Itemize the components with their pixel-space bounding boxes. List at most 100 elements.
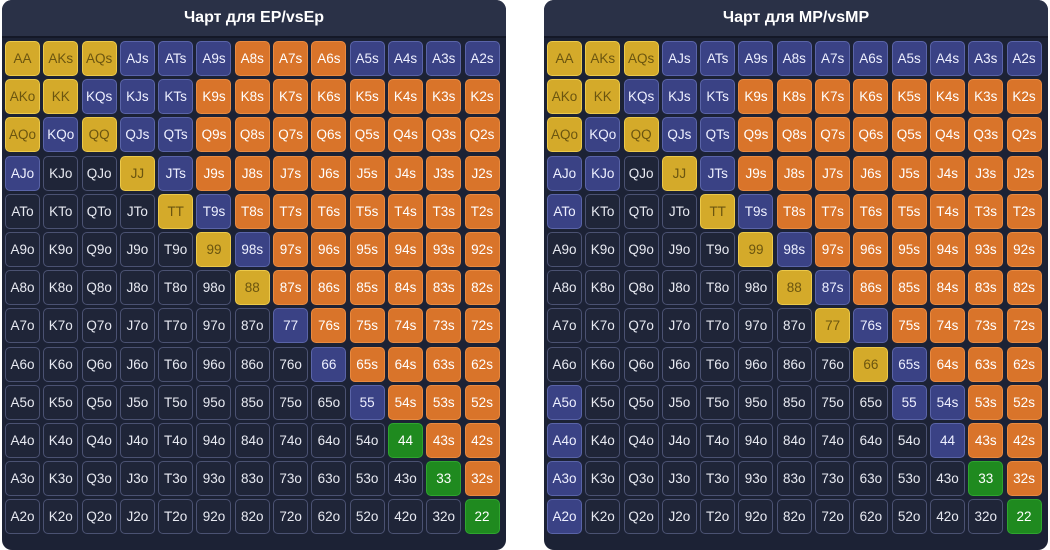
hand-cell-J9o[interactable]: J9o (661, 231, 697, 267)
hand-cell-JJ[interactable]: JJ (661, 155, 697, 191)
hand-cell-93s[interactable]: 93s (968, 231, 1004, 267)
hand-cell-T6o[interactable]: T6o (700, 346, 736, 382)
hand-cell-63s[interactable]: 63s (968, 346, 1004, 382)
hand-cell-K2s[interactable]: K2s (464, 79, 500, 115)
hand-cell-75o[interactable]: 75o (273, 384, 309, 420)
hand-cell-32s[interactable]: 32s (464, 461, 500, 497)
hand-cell-55[interactable]: 55 (349, 384, 385, 420)
hand-cell-J5o[interactable]: J5o (119, 384, 155, 420)
hand-cell-73s[interactable]: 73s (426, 308, 462, 344)
hand-cell-65o[interactable]: 65o (311, 384, 347, 420)
hand-cell-K9s[interactable]: K9s (738, 79, 774, 115)
hand-cell-65o[interactable]: 65o (853, 384, 889, 420)
hand-cell-32s[interactable]: 32s (1006, 461, 1042, 497)
hand-cell-53o[interactable]: 53o (891, 461, 927, 497)
hand-cell-22[interactable]: 22 (464, 499, 500, 535)
hand-cell-43s[interactable]: 43s (426, 422, 462, 458)
hand-cell-J4o[interactable]: J4o (661, 422, 697, 458)
hand-cell-85s[interactable]: 85s (349, 270, 385, 306)
hand-cell-64o[interactable]: 64o (853, 422, 889, 458)
hand-cell-K5s[interactable]: K5s (349, 79, 385, 115)
hand-cell-85s[interactable]: 85s (891, 270, 927, 306)
hand-cell-K5o[interactable]: K5o (43, 384, 79, 420)
hand-cell-QTs[interactable]: QTs (700, 117, 736, 153)
hand-cell-Q7o[interactable]: Q7o (623, 308, 659, 344)
hand-cell-K2o[interactable]: K2o (43, 499, 79, 535)
hand-cell-KJs[interactable]: KJs (661, 79, 697, 115)
hand-cell-22[interactable]: 22 (1006, 499, 1042, 535)
hand-cell-97o[interactable]: 97o (738, 308, 774, 344)
hand-cell-QJo[interactable]: QJo (623, 155, 659, 191)
hand-cell-Q7s[interactable]: Q7s (273, 117, 309, 153)
hand-cell-33[interactable]: 33 (426, 461, 462, 497)
hand-cell-93o[interactable]: 93o (196, 461, 232, 497)
hand-cell-44[interactable]: 44 (929, 422, 965, 458)
hand-cell-Q7o[interactable]: Q7o (81, 308, 117, 344)
hand-cell-A9s[interactable]: A9s (196, 41, 232, 76)
hand-cell-92s[interactable]: 92s (1006, 231, 1042, 267)
hand-cell-74s[interactable]: 74s (387, 308, 423, 344)
hand-cell-KQo[interactable]: KQo (585, 117, 621, 153)
hand-cell-J4s[interactable]: J4s (929, 155, 965, 191)
hand-cell-T9s[interactable]: T9s (738, 193, 774, 229)
hand-cell-63o[interactable]: 63o (853, 461, 889, 497)
hand-cell-QJs[interactable]: QJs (661, 117, 697, 153)
hand-cell-J6o[interactable]: J6o (661, 346, 697, 382)
hand-cell-AJo[interactable]: AJo (547, 155, 582, 191)
hand-cell-95o[interactable]: 95o (738, 384, 774, 420)
hand-cell-KTs[interactable]: KTs (700, 79, 736, 115)
hand-cell-A3o[interactable]: A3o (5, 461, 40, 497)
hand-cell-K3s[interactable]: K3s (426, 79, 462, 115)
hand-cell-76o[interactable]: 76o (815, 346, 851, 382)
hand-cell-42o[interactable]: 42o (387, 499, 423, 535)
hand-cell-QQ[interactable]: QQ (81, 117, 117, 153)
hand-cell-64s[interactable]: 64s (387, 346, 423, 382)
hand-cell-92o[interactable]: 92o (738, 499, 774, 535)
hand-cell-K5s[interactable]: K5s (891, 79, 927, 115)
hand-cell-85o[interactable]: 85o (234, 384, 270, 420)
hand-cell-J7s[interactable]: J7s (815, 155, 851, 191)
hand-cell-84s[interactable]: 84s (929, 270, 965, 306)
hand-cell-T9s[interactable]: T9s (196, 193, 232, 229)
hand-cell-J2o[interactable]: J2o (119, 499, 155, 535)
hand-cell-JTs[interactable]: JTs (700, 155, 736, 191)
hand-cell-62o[interactable]: 62o (311, 499, 347, 535)
hand-cell-K6o[interactable]: K6o (43, 346, 79, 382)
hand-cell-84o[interactable]: 84o (234, 422, 270, 458)
hand-cell-A5s[interactable]: A5s (349, 41, 385, 76)
hand-cell-Q3s[interactable]: Q3s (968, 117, 1004, 153)
hand-cell-Q4s[interactable]: Q4s (929, 117, 965, 153)
hand-cell-QJo[interactable]: QJo (81, 155, 117, 191)
hand-cell-QTo[interactable]: QTo (623, 193, 659, 229)
hand-cell-A2o[interactable]: A2o (547, 499, 582, 535)
hand-cell-A7s[interactable]: A7s (815, 41, 851, 76)
hand-cell-Q7s[interactable]: Q7s (815, 117, 851, 153)
hand-cell-84s[interactable]: 84s (387, 270, 423, 306)
hand-cell-74s[interactable]: 74s (929, 308, 965, 344)
hand-cell-J7s[interactable]: J7s (273, 155, 309, 191)
hand-cell-AKs[interactable]: AKs (585, 41, 621, 76)
hand-cell-T7o[interactable]: T7o (158, 308, 194, 344)
hand-cell-53s[interactable]: 53s (968, 384, 1004, 420)
hand-cell-T7s[interactable]: T7s (815, 193, 851, 229)
hand-cell-74o[interactable]: 74o (273, 422, 309, 458)
hand-cell-KTo[interactable]: KTo (43, 193, 79, 229)
hand-cell-93s[interactable]: 93s (426, 231, 462, 267)
hand-cell-KK[interactable]: KK (43, 79, 79, 115)
hand-cell-62o[interactable]: 62o (853, 499, 889, 535)
hand-cell-T9o[interactable]: T9o (700, 231, 736, 267)
hand-cell-K6o[interactable]: K6o (585, 346, 621, 382)
hand-cell-63s[interactable]: 63s (426, 346, 462, 382)
hand-cell-32o[interactable]: 32o (426, 499, 462, 535)
hand-cell-KK[interactable]: KK (585, 79, 621, 115)
hand-cell-AQo[interactable]: AQo (547, 117, 582, 153)
hand-cell-73s[interactable]: 73s (968, 308, 1004, 344)
hand-cell-T4o[interactable]: T4o (158, 422, 194, 458)
hand-cell-73o[interactable]: 73o (815, 461, 851, 497)
hand-cell-JJ[interactable]: JJ (119, 155, 155, 191)
hand-cell-K8s[interactable]: K8s (234, 79, 270, 115)
hand-cell-K9o[interactable]: K9o (43, 231, 79, 267)
hand-cell-72o[interactable]: 72o (815, 499, 851, 535)
hand-cell-Q8o[interactable]: Q8o (623, 270, 659, 306)
hand-cell-AKo[interactable]: AKo (5, 79, 40, 115)
